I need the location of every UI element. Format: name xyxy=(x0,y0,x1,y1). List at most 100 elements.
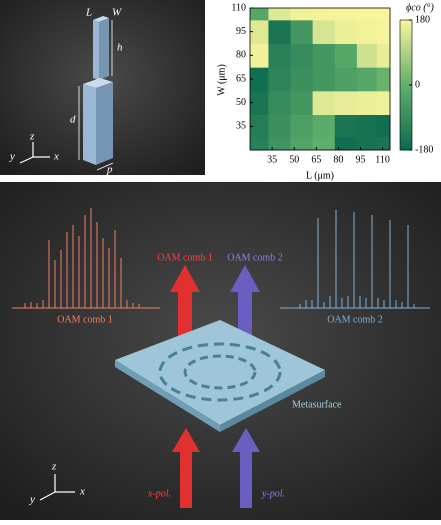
colorbar-step xyxy=(400,61,412,64)
colorbar-step xyxy=(400,22,412,25)
heat-cell xyxy=(290,43,314,68)
x-tick-label: 110 xyxy=(375,154,390,165)
colorbar-step xyxy=(400,59,412,62)
colorbar-step xyxy=(400,80,412,84)
colorbar-step xyxy=(400,91,412,95)
heat-cell xyxy=(290,8,314,21)
heat-cell xyxy=(290,136,314,151)
heat-cell xyxy=(250,67,269,92)
comb-label: OAM comb 1 xyxy=(57,314,113,325)
heat-cell xyxy=(376,43,391,68)
x-tick-label: 65 xyxy=(311,154,321,165)
heat-cell xyxy=(376,114,391,138)
comb-1 xyxy=(12,208,160,309)
axes-icon xyxy=(39,474,75,501)
heat-cell xyxy=(312,90,336,115)
y-tick-label: 80 xyxy=(236,50,246,61)
heat-cell xyxy=(290,114,314,138)
heat-cell xyxy=(312,136,336,151)
colorbar-tick-label: 180 xyxy=(415,14,430,25)
comb-2 xyxy=(280,210,430,309)
heat-cell xyxy=(312,19,336,44)
colorbar-step xyxy=(400,124,412,127)
axis-label: x xyxy=(79,486,85,498)
colorbar-step xyxy=(400,113,412,116)
heat-cell xyxy=(356,90,378,115)
beam-label: OAM comb 2 xyxy=(227,252,283,263)
heat-cell xyxy=(376,136,391,151)
colorbar-step xyxy=(400,130,412,134)
heat-cell xyxy=(268,43,292,68)
heat-cell xyxy=(356,67,378,92)
colorbar-step xyxy=(400,126,412,129)
colorbar-step xyxy=(400,89,412,92)
y-tick-label: 95 xyxy=(236,26,246,37)
colorbar-step xyxy=(400,35,412,38)
colorbar-step xyxy=(400,72,412,75)
x-axis-label: L (μm) xyxy=(306,170,334,181)
heat-cell xyxy=(334,19,358,44)
colorbar-label: ϕco (°) xyxy=(406,2,434,13)
colorbar-step xyxy=(400,100,412,103)
colorbar-step xyxy=(400,56,412,60)
y-tick-label: 35 xyxy=(236,121,246,132)
heat-cell xyxy=(312,43,336,68)
colorbar-step xyxy=(400,28,412,32)
heat-cell xyxy=(250,136,269,151)
axis-label: z xyxy=(51,461,57,473)
heat-cell xyxy=(334,43,358,68)
surface-label: Metasurface xyxy=(292,399,342,410)
heat-cell xyxy=(356,114,378,138)
pillar-label: p xyxy=(106,164,113,176)
heat-cell xyxy=(312,114,336,138)
axis-label: x xyxy=(53,151,59,163)
axes-icon xyxy=(19,142,50,164)
colorbar-step xyxy=(400,143,412,147)
heat-cell xyxy=(334,90,358,115)
pillar-label: h xyxy=(117,42,123,54)
heat-cell xyxy=(312,67,336,92)
pillar-label: W xyxy=(112,7,122,19)
colorbar-step xyxy=(400,20,412,23)
colorbar-step xyxy=(400,117,412,121)
colorbar-step xyxy=(400,37,412,40)
heat-cell xyxy=(250,43,269,68)
colorbar-step xyxy=(400,141,412,144)
colorbar-step xyxy=(400,137,412,140)
axis-label: y xyxy=(9,151,15,163)
colorbar-step xyxy=(400,33,412,36)
colorbar-step xyxy=(400,46,412,49)
colorbar-step xyxy=(400,24,412,27)
colorbar-step xyxy=(400,85,412,88)
colorbar-step xyxy=(400,48,412,51)
colorbar-step xyxy=(400,139,412,142)
heat-cell xyxy=(268,136,292,151)
y-axis-label: W (μm) xyxy=(216,64,227,96)
y-tick-label: 110 xyxy=(231,2,246,13)
colorbar-step xyxy=(400,65,412,69)
colorbar-step xyxy=(400,104,412,108)
heat-cell xyxy=(268,8,292,21)
colorbar-step xyxy=(400,132,412,136)
beam-label: OAM comb 1 xyxy=(157,252,213,263)
colorbar-step xyxy=(400,111,412,114)
comb-label: OAM comb 2 xyxy=(327,314,383,325)
heat-cell xyxy=(268,67,292,92)
pillar-label: L xyxy=(85,7,92,19)
heat-cell xyxy=(290,67,314,92)
heat-cell xyxy=(356,43,378,68)
axis-label: y xyxy=(29,494,35,506)
heat-cell xyxy=(376,19,391,44)
colorbar-step xyxy=(400,102,412,105)
colorbar-step xyxy=(400,67,412,71)
heat-cell xyxy=(268,90,292,115)
colorbar-step xyxy=(400,78,412,82)
heat-cell xyxy=(334,136,358,151)
heat-cell xyxy=(290,90,314,115)
x-tick-label: 50 xyxy=(289,154,299,165)
heat-cell xyxy=(250,90,269,115)
colorbar-step xyxy=(400,115,412,118)
colorbar-step xyxy=(400,41,412,45)
metasurface xyxy=(115,320,325,432)
